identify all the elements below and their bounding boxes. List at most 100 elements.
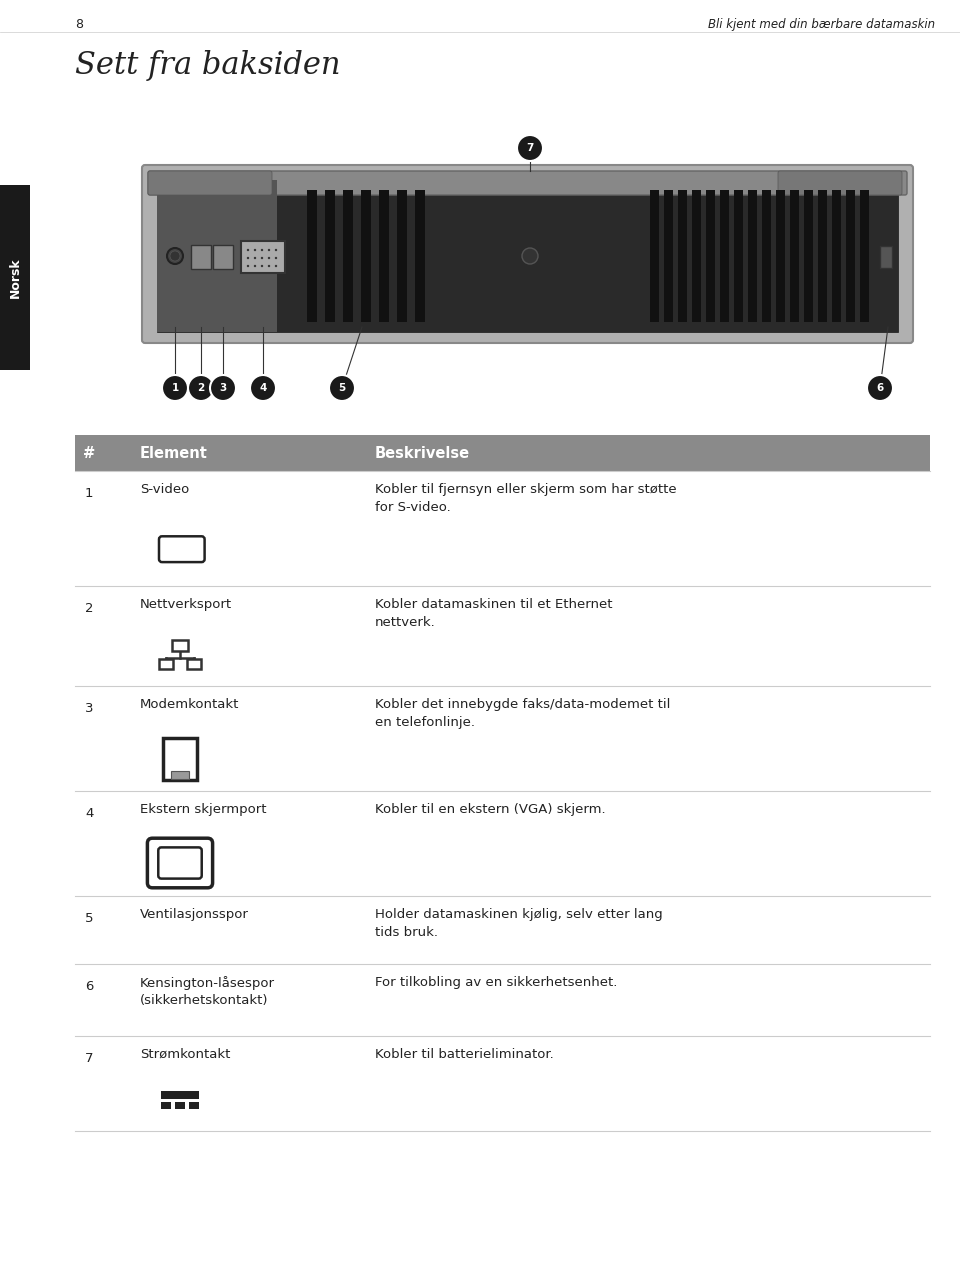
Text: Norsk: Norsk xyxy=(9,257,21,298)
Circle shape xyxy=(275,265,277,267)
Text: 7: 7 xyxy=(526,142,534,153)
Bar xyxy=(790,190,799,322)
Bar xyxy=(860,190,869,322)
Text: 8: 8 xyxy=(75,18,83,32)
Bar xyxy=(880,246,892,269)
Circle shape xyxy=(268,257,270,260)
Text: S-video: S-video xyxy=(140,483,189,496)
Bar xyxy=(171,772,189,779)
Text: 4: 4 xyxy=(85,807,93,820)
FancyBboxPatch shape xyxy=(142,165,913,343)
Text: Strømkontakt: Strømkontakt xyxy=(140,1048,230,1061)
Text: Kobler datamaskinen til et Ethernet
nettverk.: Kobler datamaskinen til et Ethernet nett… xyxy=(375,598,612,629)
Circle shape xyxy=(167,248,183,264)
Bar xyxy=(175,1102,185,1110)
Text: Kensington-låsespor
(sikkerhetskontakt): Kensington-låsespor (sikkerhetskontakt) xyxy=(140,976,275,1008)
Bar xyxy=(75,435,930,472)
FancyBboxPatch shape xyxy=(159,536,204,562)
Text: 1: 1 xyxy=(85,487,93,501)
Bar xyxy=(706,190,715,322)
Text: Kobler til batterieliminator.: Kobler til batterieliminator. xyxy=(375,1048,554,1061)
Bar xyxy=(846,190,855,322)
Text: Ventilasjonsspor: Ventilasjonsspor xyxy=(140,908,249,921)
Bar xyxy=(361,190,371,322)
Circle shape xyxy=(210,375,236,401)
Text: #: # xyxy=(83,445,95,460)
Circle shape xyxy=(261,265,263,267)
Text: Kobler til en ekstern (VGA) skjerm.: Kobler til en ekstern (VGA) skjerm. xyxy=(375,803,606,816)
Circle shape xyxy=(253,257,256,260)
Bar xyxy=(678,190,687,322)
Bar xyxy=(157,180,898,332)
Circle shape xyxy=(517,135,543,161)
Circle shape xyxy=(253,248,256,251)
Text: 4: 4 xyxy=(259,383,267,393)
Text: 3: 3 xyxy=(85,702,93,715)
Text: 3: 3 xyxy=(220,383,227,393)
Bar xyxy=(343,190,353,322)
Bar xyxy=(692,190,701,322)
Bar xyxy=(804,190,813,322)
FancyBboxPatch shape xyxy=(148,171,272,195)
Bar xyxy=(734,190,743,322)
FancyBboxPatch shape xyxy=(158,847,202,879)
Circle shape xyxy=(268,248,270,251)
Bar xyxy=(720,190,729,322)
Text: 1: 1 xyxy=(172,383,179,393)
Circle shape xyxy=(253,265,256,267)
Bar xyxy=(762,190,771,322)
Circle shape xyxy=(261,257,263,260)
Circle shape xyxy=(247,265,250,267)
FancyBboxPatch shape xyxy=(163,739,197,781)
Text: 6: 6 xyxy=(85,980,93,992)
FancyBboxPatch shape xyxy=(213,245,233,269)
Bar xyxy=(161,1091,200,1100)
Text: 5: 5 xyxy=(85,912,93,926)
FancyBboxPatch shape xyxy=(241,241,285,272)
Bar xyxy=(187,660,201,670)
Text: Ekstern skjermport: Ekstern skjermport xyxy=(140,803,267,816)
Text: Sett fra baksiden: Sett fra baksiden xyxy=(75,50,341,81)
Circle shape xyxy=(162,375,188,401)
Circle shape xyxy=(329,375,355,401)
FancyBboxPatch shape xyxy=(191,245,211,269)
Bar xyxy=(159,660,173,670)
Bar xyxy=(0,185,30,369)
Text: Beskrivelse: Beskrivelse xyxy=(375,445,470,460)
Bar xyxy=(161,1102,171,1110)
Text: Holder datamaskinen kjølig, selv etter lang
tids bruk.: Holder datamaskinen kjølig, selv etter l… xyxy=(375,908,662,939)
Circle shape xyxy=(188,375,214,401)
Circle shape xyxy=(170,251,180,261)
Text: Nettverksport: Nettverksport xyxy=(140,598,232,612)
Bar xyxy=(325,190,335,322)
Text: Element: Element xyxy=(140,445,208,460)
Bar xyxy=(748,190,757,322)
Circle shape xyxy=(275,257,277,260)
Bar xyxy=(307,190,317,322)
Circle shape xyxy=(867,375,893,401)
Bar xyxy=(832,190,841,322)
Circle shape xyxy=(247,248,250,251)
Bar xyxy=(650,190,659,322)
Text: Kobler til fjernsyn eller skjerm som har støtte
for S-video.: Kobler til fjernsyn eller skjerm som har… xyxy=(375,483,677,514)
Text: 2: 2 xyxy=(198,383,204,393)
Bar xyxy=(818,190,827,322)
Bar xyxy=(664,190,673,322)
Text: 5: 5 xyxy=(338,383,346,393)
Bar xyxy=(157,180,277,332)
Text: S: S xyxy=(172,542,181,556)
Bar xyxy=(379,190,389,322)
Text: 6: 6 xyxy=(876,383,883,393)
FancyBboxPatch shape xyxy=(778,171,902,195)
Bar xyxy=(172,641,188,651)
Text: Bli kjent med din bærbare datamaskin: Bli kjent med din bærbare datamaskin xyxy=(708,18,935,32)
Bar xyxy=(415,190,425,322)
Text: Modemkontakt: Modemkontakt xyxy=(140,699,239,711)
Bar xyxy=(189,1102,200,1110)
Bar xyxy=(397,190,407,322)
Circle shape xyxy=(522,248,538,264)
Circle shape xyxy=(261,248,263,251)
Circle shape xyxy=(250,375,276,401)
Circle shape xyxy=(275,248,277,251)
Text: For tilkobling av en sikkerhetsenhet.: For tilkobling av en sikkerhetsenhet. xyxy=(375,976,617,989)
